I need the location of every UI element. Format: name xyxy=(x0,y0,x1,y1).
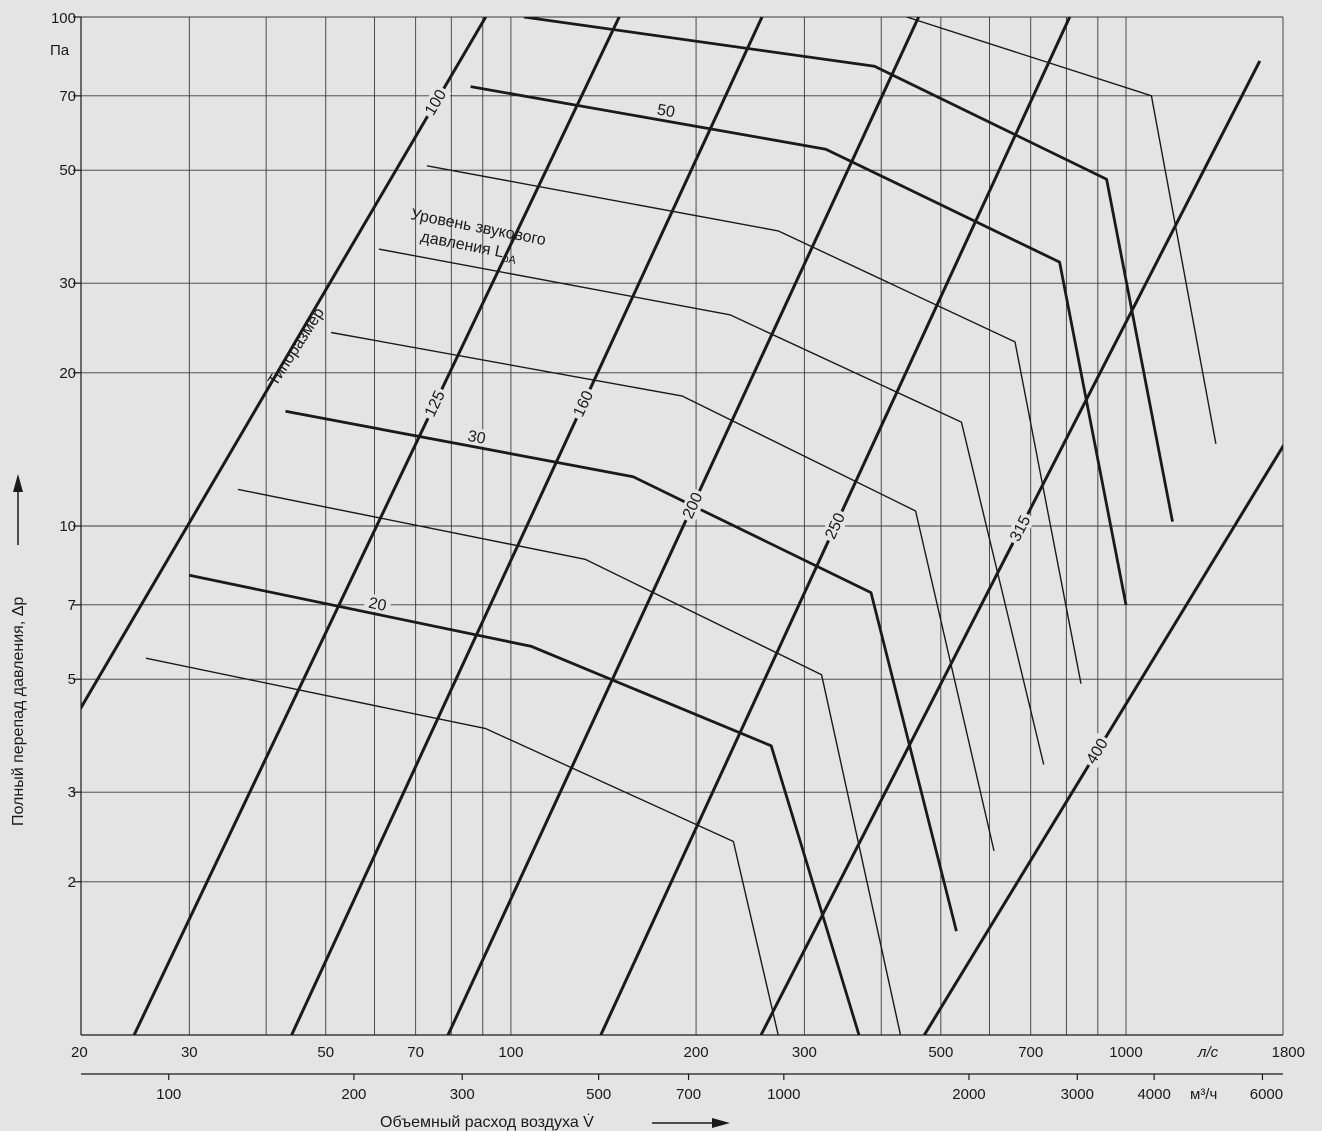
level-label-text: 50 xyxy=(656,102,677,122)
x-tick-label: 100 xyxy=(498,1044,523,1061)
x-tick-label: 200 xyxy=(684,1044,709,1061)
y-tick-label: 100 xyxy=(51,10,76,27)
level-line xyxy=(330,331,995,852)
level-line xyxy=(523,17,1174,522)
size-label-250: 250 xyxy=(820,507,851,545)
x-tick-label: 300 xyxy=(792,1044,817,1061)
x2-tick-label: 2000 xyxy=(952,1086,985,1103)
level-line xyxy=(470,85,1128,606)
sound-level-curves xyxy=(145,17,1217,1035)
level-line xyxy=(285,409,958,932)
y-tick-label: 10 xyxy=(59,518,76,535)
x-axis-title: Объемный расход воздуха V̇ xyxy=(380,1113,594,1131)
size-label-bg xyxy=(1004,510,1036,547)
level-label-20: 20 xyxy=(363,592,393,615)
x2-tick-label: 1000 xyxy=(767,1086,800,1103)
size-line-100 xyxy=(81,17,487,711)
size-line-160 xyxy=(290,17,764,1035)
x2-tick-label: 300 xyxy=(450,1086,475,1103)
level-label-bg xyxy=(651,99,681,122)
x-tick-label: 20 xyxy=(71,1044,88,1061)
level-label-bg xyxy=(462,426,492,448)
x-tick-label: 30 xyxy=(181,1044,198,1061)
y-tick-label: 20 xyxy=(59,365,76,382)
level-annotation-subscript: pA xyxy=(501,252,517,266)
y-tick-label: 70 xyxy=(59,88,76,105)
axes: 2 3 5 7 10 20 30 50 70 100 20 30 50 70 100 200 300 500 700… xyxy=(51,10,1305,1103)
level-line xyxy=(237,488,902,1035)
y-tick-label: 7 xyxy=(68,597,76,614)
x-tick-label: 1000 xyxy=(1109,1044,1142,1061)
size-label-bg xyxy=(419,84,452,121)
x-tick-label: 500 xyxy=(928,1044,953,1061)
x-unit-label-primary: л/с xyxy=(1197,1044,1219,1061)
y-tick-label: 2 xyxy=(68,874,76,891)
level-line xyxy=(426,165,1082,684)
x-unit-label-secondary: м³/ч xyxy=(1190,1086,1217,1103)
level-line xyxy=(145,657,779,1035)
x2-tick-label: 500 xyxy=(586,1086,611,1103)
x-axis-arrow xyxy=(652,1118,730,1128)
level-label-text: 20 xyxy=(367,595,388,615)
x-tick-label: 50 xyxy=(317,1044,334,1061)
level-label-bg xyxy=(363,592,393,615)
x-tick-label: 70 xyxy=(407,1044,424,1061)
size-label-bg xyxy=(1081,732,1114,770)
level-label-text: 30 xyxy=(466,428,487,448)
x-tick-label: 1800 xyxy=(1272,1044,1305,1061)
level-line xyxy=(906,17,1217,445)
x2-tick-label: 700 xyxy=(676,1086,701,1103)
x2-tick-label: 100 xyxy=(156,1086,181,1103)
size-label-bg xyxy=(568,385,599,423)
level-line xyxy=(189,573,861,1035)
y-axis-arrow xyxy=(13,474,23,545)
y-unit-label: Па xyxy=(50,42,70,59)
y-tick-label: 50 xyxy=(59,162,76,179)
x2-tick-label: 3000 xyxy=(1061,1086,1094,1103)
y-tick-label: 5 xyxy=(68,671,76,688)
x-tick-label: 700 xyxy=(1018,1044,1043,1061)
x2-tick-label: 6000 xyxy=(1250,1086,1283,1103)
size-label-bg xyxy=(419,385,450,423)
y-axis-title: Полный перепад давления, Δp xyxy=(10,597,27,826)
size-label-bg xyxy=(677,487,708,524)
size-line-315 xyxy=(759,60,1262,1035)
size-label-bg xyxy=(820,507,851,545)
y-tick-label: 3 xyxy=(68,784,76,801)
level-label-30: 30 xyxy=(462,426,492,448)
size-line-200 xyxy=(446,17,920,1035)
x2-tick-label: 4000 xyxy=(1137,1086,1170,1103)
y-tick-label: 30 xyxy=(59,275,76,292)
level-line xyxy=(378,248,1045,765)
x2-tick-label: 200 xyxy=(341,1086,366,1103)
level-label-50: 50 xyxy=(651,99,681,122)
